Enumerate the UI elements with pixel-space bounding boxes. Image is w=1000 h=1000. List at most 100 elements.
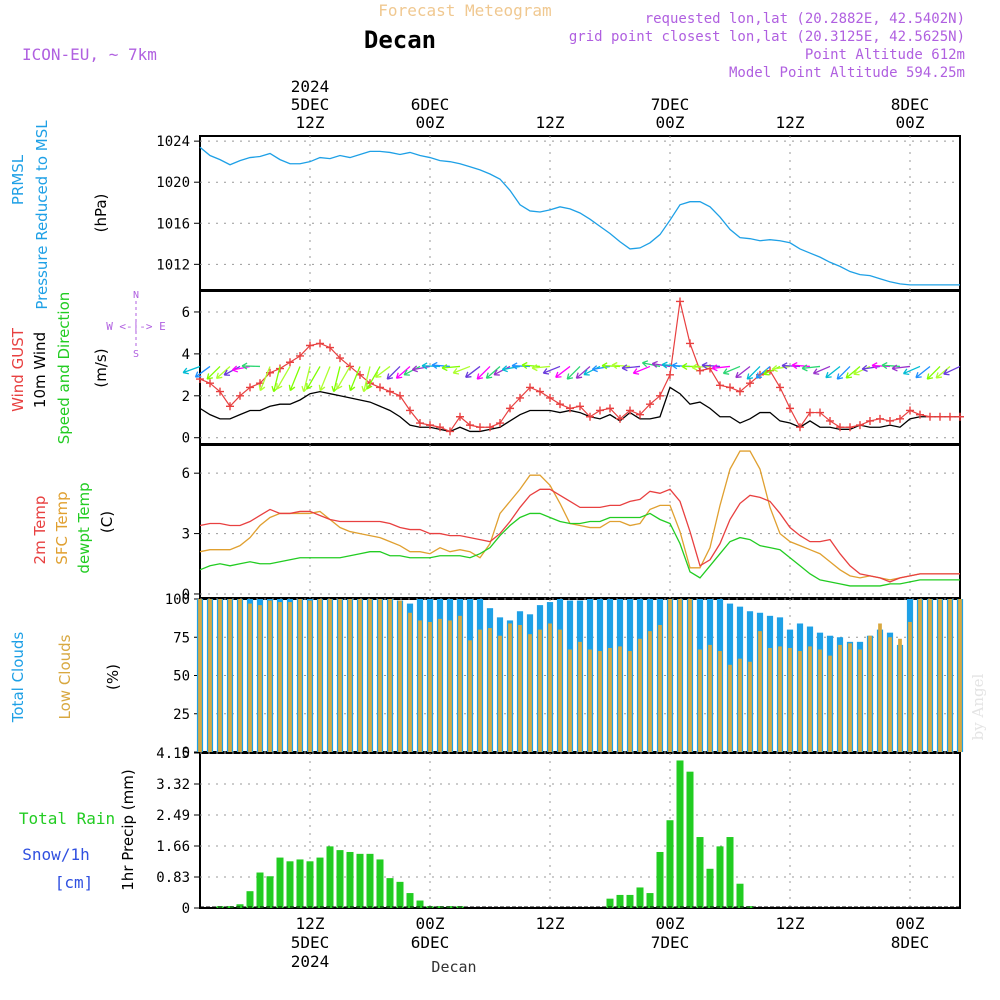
temp-dew-label: dewpt Temp bbox=[75, 482, 93, 573]
wind-direction-arrow bbox=[825, 365, 841, 379]
wind-direction-arrow bbox=[871, 362, 891, 370]
cloud-low-bar bbox=[588, 649, 592, 752]
temp-sfc-line bbox=[199, 450, 960, 581]
temp-ytick-label: 0 bbox=[182, 587, 190, 603]
wind-gust-marker bbox=[746, 379, 754, 388]
wind-gust-marker bbox=[236, 391, 244, 400]
wind-direction-arrow bbox=[521, 361, 541, 370]
bottom-location: Decan bbox=[431, 958, 476, 976]
wind-gust-marker bbox=[516, 393, 524, 402]
precip-ytick-label: 0.83 bbox=[156, 870, 190, 886]
precip-rain-bar bbox=[636, 887, 644, 908]
wind-direction-arrow bbox=[722, 365, 741, 375]
wind-direction-arrow bbox=[431, 361, 451, 369]
cloud-low-bar bbox=[358, 599, 362, 752]
wind-gust-marker bbox=[286, 358, 294, 367]
cloud-low-bar bbox=[508, 623, 512, 752]
cloud-low-bar bbox=[538, 629, 542, 752]
wind-ytick-label: 6 bbox=[182, 305, 190, 321]
wind-gust-marker bbox=[816, 408, 824, 417]
precip-rain-bar bbox=[736, 883, 744, 908]
wind-direction-arrow bbox=[411, 365, 431, 373]
time-bottom-hour: 00Z bbox=[896, 914, 925, 933]
precip-rain-bar bbox=[666, 820, 674, 908]
precip-unit: 1hr Precip (mm) bbox=[119, 769, 137, 890]
cloud-low-bar bbox=[778, 646, 782, 752]
wind-direction-arrow bbox=[374, 365, 391, 378]
wind-direction-arrow bbox=[583, 365, 601, 376]
cloud-low-bar bbox=[468, 640, 472, 752]
wind-gust-marker bbox=[856, 421, 864, 430]
wind-gust-marker bbox=[696, 366, 704, 375]
precip-ytick-label: 4.15 bbox=[156, 746, 190, 762]
temp-sfc-label: SFC Temp bbox=[53, 491, 71, 564]
time-top-date: 6DEC bbox=[411, 95, 450, 114]
wind-direction-arrow bbox=[421, 362, 441, 370]
cloud-low-bar bbox=[568, 649, 572, 752]
cloud-low-bar bbox=[238, 599, 242, 752]
wind-gust-marker bbox=[596, 406, 604, 415]
compass-south: S bbox=[133, 349, 139, 360]
cloud-low-bar bbox=[338, 599, 342, 752]
precip-rain-bar bbox=[676, 760, 684, 908]
cloud-low-bar bbox=[608, 647, 612, 752]
wind-gust-marker bbox=[806, 408, 814, 417]
wind-gust-marker bbox=[716, 381, 724, 390]
wind-gust-marker bbox=[566, 404, 574, 413]
precip-rain-bar bbox=[696, 837, 704, 908]
wind-direction-arrow bbox=[336, 366, 351, 390]
wind-direction-arrow bbox=[801, 364, 821, 372]
clouds-ytick-label: 0 bbox=[182, 745, 190, 761]
pressure-ytick-label: 1020 bbox=[156, 175, 190, 191]
wind-gust-marker bbox=[656, 391, 664, 400]
wind-direction-arrow bbox=[711, 364, 731, 372]
wind-gust-marker bbox=[396, 391, 404, 400]
wind-gust-marker bbox=[946, 412, 954, 421]
wind-direction-arrow bbox=[735, 365, 751, 379]
precip-rain-bar bbox=[316, 857, 324, 908]
time-bottom-date: 8DEC bbox=[891, 933, 930, 952]
precip-snow-label: Snow/1h bbox=[22, 845, 89, 864]
wind-direction-arrow bbox=[231, 365, 251, 373]
cloud-low-bar bbox=[688, 599, 692, 752]
wind-direction-arrow bbox=[755, 365, 771, 379]
cloud-low-bar bbox=[298, 599, 302, 752]
time-bottom-hour: 12Z bbox=[776, 914, 805, 933]
wind-direction-arrow bbox=[601, 362, 621, 370]
clouds-ytick-label: 25 bbox=[173, 707, 190, 723]
wind-direction-arrow bbox=[465, 365, 481, 378]
cloud-low-bar bbox=[918, 599, 922, 752]
time-top-date: 5DEC bbox=[291, 95, 330, 114]
cloud-low-bar bbox=[898, 638, 902, 752]
wind-direction-arrow bbox=[781, 362, 801, 370]
wind-gust-marker bbox=[586, 412, 594, 421]
wind-direction-arrow bbox=[926, 365, 941, 380]
cloud-low-bar bbox=[208, 599, 212, 752]
wind-gust-marker bbox=[916, 410, 924, 419]
wind-gust-marker bbox=[666, 370, 674, 379]
precip-rain-bar bbox=[326, 846, 334, 908]
cloud-total-label: Total Clouds bbox=[9, 632, 27, 724]
cloud-low-bar bbox=[558, 629, 562, 752]
clouds-ytick-label: 100 bbox=[165, 592, 190, 608]
wind-gust-marker bbox=[456, 412, 464, 421]
cloud-low-bar bbox=[928, 599, 932, 752]
cloud-low-bar bbox=[528, 634, 532, 752]
precip-rain-bar bbox=[726, 837, 734, 908]
wind-gust-marker bbox=[606, 404, 614, 413]
time-bottom-hour: 00Z bbox=[416, 914, 445, 933]
wind-gust-marker bbox=[226, 402, 234, 411]
wind-gust-marker bbox=[776, 383, 784, 392]
wind-direction-arrow bbox=[566, 365, 581, 380]
precip-rain-bar bbox=[296, 859, 304, 908]
cloud-low-bar bbox=[818, 649, 822, 752]
precip-ytick-label: 0 bbox=[182, 901, 190, 917]
time-top-hour: 12Z bbox=[296, 113, 325, 132]
meteogram-title: Forecast Meteogram bbox=[378, 1, 551, 20]
wind-direction-arrow bbox=[691, 363, 711, 371]
cloud-low-bar bbox=[398, 600, 402, 752]
wind-direction-arrow bbox=[348, 366, 361, 392]
precip-rain-bar bbox=[306, 861, 314, 908]
cloud-low-bar bbox=[808, 646, 812, 752]
wind-direction-arrow bbox=[836, 365, 851, 380]
